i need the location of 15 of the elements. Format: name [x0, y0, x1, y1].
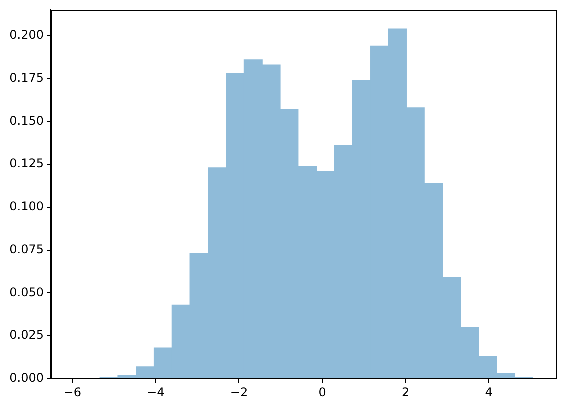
x-tick-label: 4 — [485, 385, 493, 400]
y-tick-label: 0.200 — [10, 28, 44, 42]
y-tick-label: 0.075 — [10, 242, 44, 256]
y-tick-label: 0.000 — [10, 371, 44, 386]
y-tick-label: 0.150 — [10, 114, 44, 128]
x-tick-label: 0 — [318, 385, 326, 400]
x-tick-label: 2 — [402, 385, 410, 400]
y-tick-label: 0.100 — [10, 200, 44, 214]
x-tick-label: −6 — [64, 385, 82, 400]
y-tick-label: 0.025 — [10, 328, 44, 342]
x-tick-label: −4 — [147, 385, 165, 400]
y-tick-label: 0.050 — [10, 285, 44, 300]
y-tick-label: 0.175 — [10, 70, 44, 85]
y-tick-label: 0.125 — [10, 156, 44, 171]
x-tick-label: −2 — [230, 385, 248, 400]
